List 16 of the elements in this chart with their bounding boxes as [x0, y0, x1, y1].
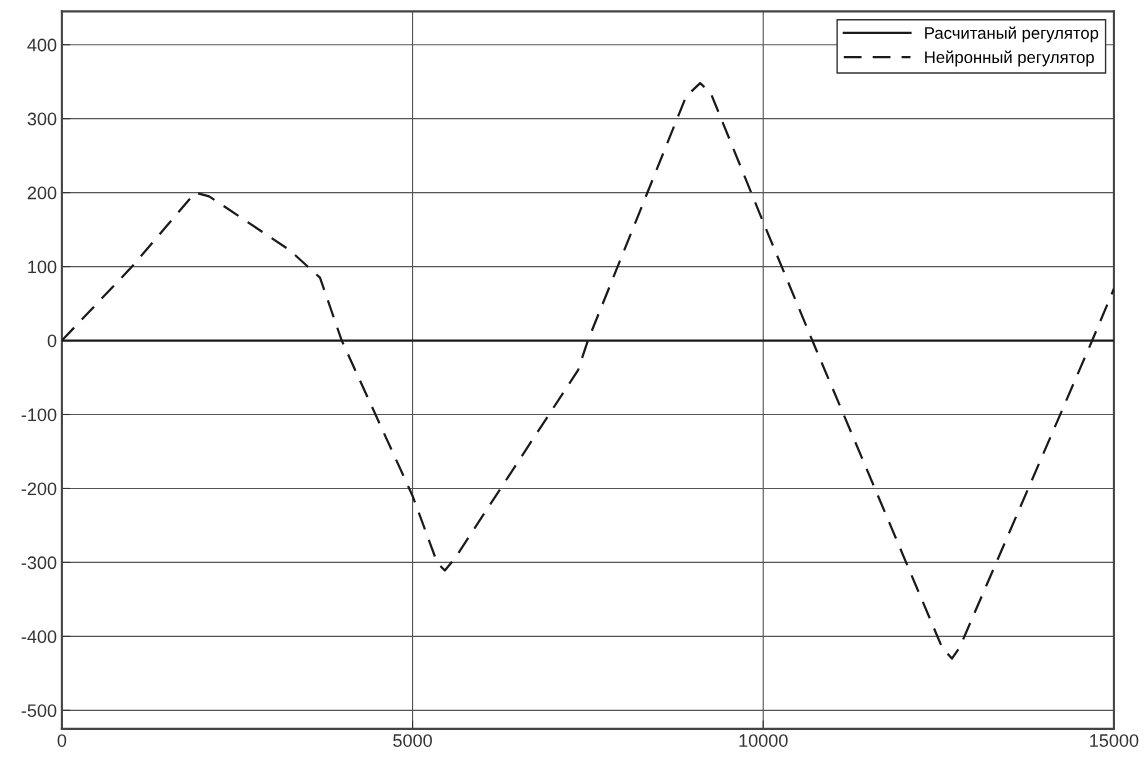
y-tick-label: 300	[27, 112, 57, 126]
x-tick-label: 15000	[1090, 734, 1139, 747]
x-tick-label: 5000	[393, 734, 432, 747]
y-tick-label: -100	[21, 408, 57, 422]
y-tick-label: -400	[21, 630, 57, 644]
y-tick-label: -200	[21, 482, 57, 496]
y-tick-label: 200	[27, 186, 57, 200]
y-tick-label: -500	[21, 704, 57, 718]
x-tick-label: 0	[57, 734, 67, 747]
legend-label: Расчитаный регулятор	[925, 26, 1099, 43]
legend-label: Нейронный регулятор	[925, 50, 1094, 67]
y-tick-label: 100	[28, 260, 57, 274]
y-tick-label: 0	[47, 334, 57, 348]
y-tick-label: -300	[21, 556, 57, 570]
x-tick-label: 10000	[739, 734, 788, 747]
y-tick-label: 400	[27, 38, 57, 52]
